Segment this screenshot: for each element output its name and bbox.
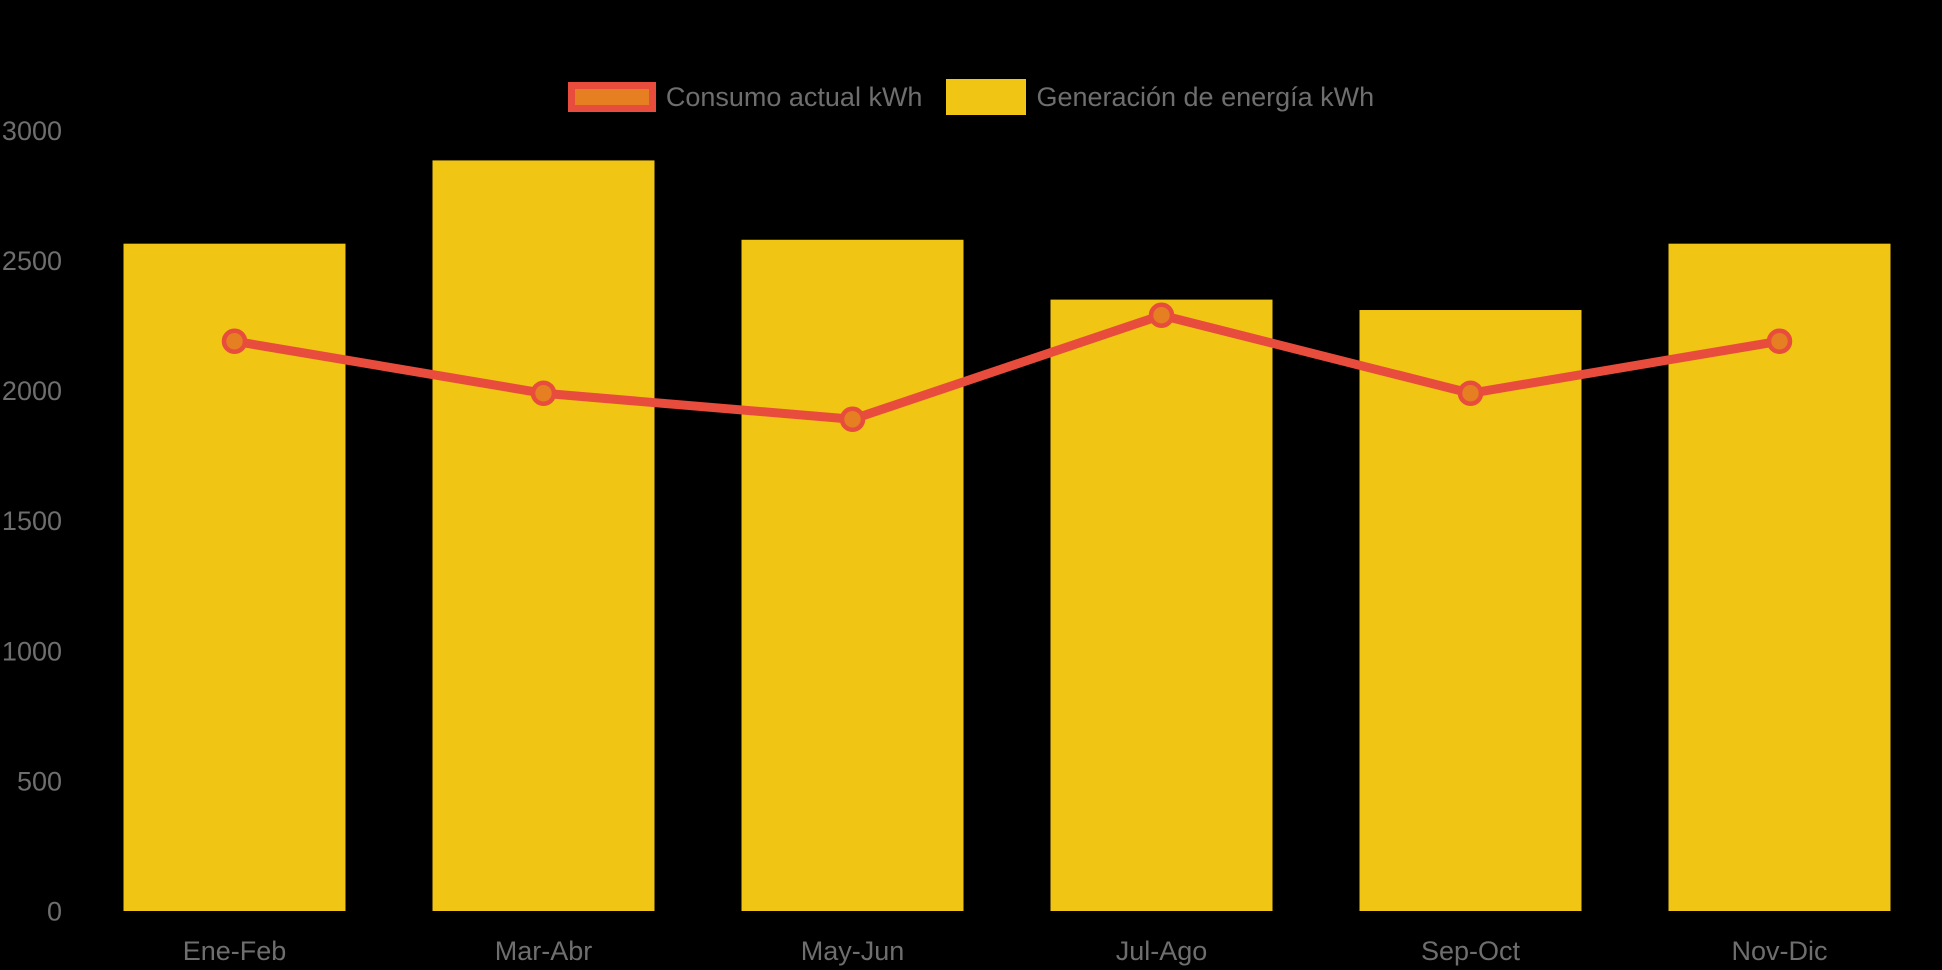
generacion-legend-swatch xyxy=(946,79,1027,115)
x-axis-category-label: Ene-Feb xyxy=(183,936,287,966)
generacion-bar[interactable] xyxy=(1359,310,1582,911)
x-axis-category-label: Mar-Abr xyxy=(495,936,593,966)
y-axis-tick-label: 500 xyxy=(17,766,62,796)
consumo-point[interactable] xyxy=(1148,302,1175,328)
consumo-point[interactable] xyxy=(530,380,557,407)
generacion-bar[interactable] xyxy=(741,239,964,911)
consumo-point[interactable] xyxy=(1766,328,1793,354)
legend-item-generacion[interactable]: Generación de energía kWh xyxy=(946,79,1374,115)
generacion-bar[interactable] xyxy=(432,160,655,911)
x-axis-category-label: Jul-Ago xyxy=(1116,936,1208,966)
x-axis-category-label: Nov-Dic xyxy=(1731,936,1827,966)
generacion-legend-label: Generación de energía kWh xyxy=(1036,81,1375,112)
y-axis-tick-label: 2000 xyxy=(2,376,62,406)
consumo-point[interactable] xyxy=(839,406,866,433)
y-axis-tick-label: 3000 xyxy=(2,116,62,146)
generacion-bar[interactable] xyxy=(1050,299,1273,911)
consumo-legend-swatch xyxy=(567,82,656,112)
x-axis-category-label: Sep-Oct xyxy=(1421,936,1521,966)
chart-legend: Consumo actual kWh Generación de energía… xyxy=(0,79,1942,115)
y-axis-tick-label: 2500 xyxy=(2,246,62,276)
consumo-legend-label: Consumo actual kWh xyxy=(665,81,923,112)
y-axis-tick-label: 1000 xyxy=(2,636,62,666)
consumo-line[interactable] xyxy=(230,310,1784,424)
y-axis-tick-label: 1500 xyxy=(2,506,62,536)
consumo-point[interactable] xyxy=(1457,380,1484,407)
legend-item-consumo[interactable]: Consumo actual kWh xyxy=(567,81,923,112)
y-axis-tick-label: 0 xyxy=(47,896,62,926)
consumo-point[interactable] xyxy=(221,328,248,354)
x-axis-category-label: May-Jun xyxy=(801,936,905,966)
